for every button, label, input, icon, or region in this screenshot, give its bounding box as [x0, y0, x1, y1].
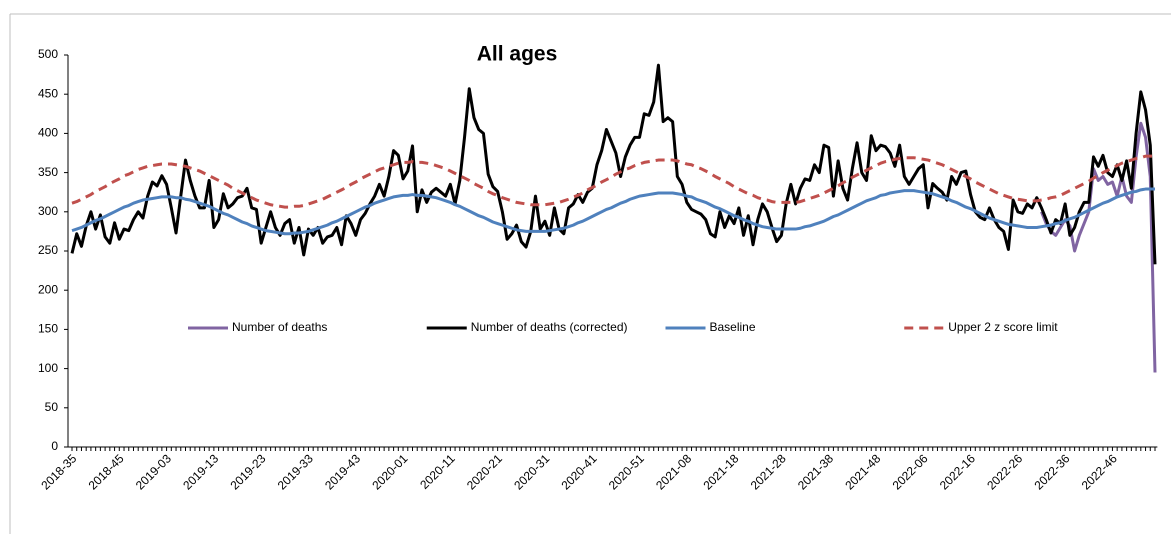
y-tick-label: 300 [38, 204, 58, 218]
legend-label: Number of deaths [232, 320, 327, 334]
series-line [70, 63, 1157, 265]
legend-item: Number of deaths (corrected) [426, 320, 628, 334]
x-tick-label: 2020-31 [511, 451, 552, 492]
x-tick-label: 2019-43 [322, 451, 363, 492]
x-tick-label: 2021-38 [795, 451, 836, 492]
legend-label: Number of deaths (corrected) [471, 320, 628, 334]
y-tick-label: 400 [38, 126, 58, 140]
y-tick-label: 350 [38, 165, 58, 179]
x-tick-label: 2021-18 [700, 451, 741, 492]
series-line [71, 154, 1155, 209]
y-tick-label: 250 [38, 243, 58, 257]
legend-item: Upper 2 z score limit [904, 320, 1058, 334]
x-tick-label: 2022-26 [984, 451, 1025, 492]
x-tick-label: 2020-11 [417, 451, 458, 492]
y-tick-label: 50 [45, 400, 59, 414]
x-tick-label: 2018-45 [86, 451, 127, 492]
series-line [71, 187, 1155, 236]
x-tick-label: 2022-36 [1031, 451, 1072, 492]
y-tick-label: 200 [38, 282, 58, 296]
x-tick-label: 2019-33 [275, 451, 316, 492]
x-tick-label: 2019-03 [133, 451, 174, 492]
legend-item: Number of deaths [188, 320, 327, 334]
chart-title: All ages [477, 43, 558, 66]
y-tick-label: 500 [38, 47, 58, 61]
y-tick-label: 100 [38, 361, 58, 375]
series-line [1040, 121, 1157, 373]
x-tick-label: 2018-35 [38, 451, 79, 492]
x-tick-label: 2021-28 [748, 451, 789, 492]
legend-label: Upper 2 z score limit [948, 320, 1058, 334]
x-tick-label: 2022-16 [937, 451, 978, 492]
x-tick-label: 2020-01 [369, 451, 410, 492]
x-tick-label: 2021-08 [653, 451, 694, 492]
y-tick-label: 0 [51, 439, 58, 453]
x-tick-label: 2020-41 [559, 451, 600, 492]
x-tick-label: 2022-46 [1079, 451, 1120, 492]
y-tick-label: 150 [38, 322, 58, 336]
x-tick-label: 2020-51 [606, 451, 647, 492]
legend-label: Baseline [710, 320, 756, 334]
x-tick-label: 2019-13 [180, 451, 221, 492]
y-tick-label: 450 [38, 86, 58, 100]
x-tick-label: 2020-21 [464, 451, 505, 492]
x-tick-label: 2021-48 [842, 451, 883, 492]
legend-item: Baseline [665, 320, 756, 334]
x-tick-label: 2022-06 [890, 451, 931, 492]
x-tick-label: 2019-23 [227, 451, 268, 492]
